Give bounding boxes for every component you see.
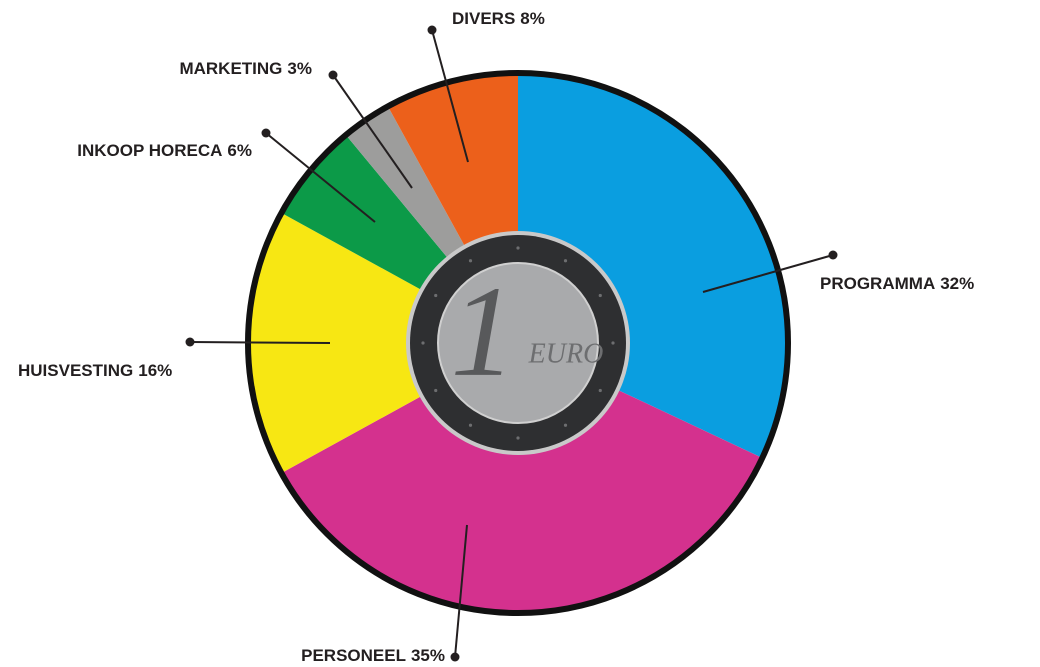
category-name: INKOOP HORECA: [77, 141, 222, 160]
coin-dot: [563, 423, 568, 427]
slice: [388, 75, 518, 247]
coin-dot: [421, 341, 425, 345]
coin-dot: [598, 293, 602, 298]
leader-line: [332, 74, 413, 189]
category-name: PERSONEEL: [301, 646, 406, 665]
slices: [250, 75, 786, 611]
leader-line: [431, 29, 469, 163]
leader-dot: [328, 70, 338, 80]
coin-dot: [434, 293, 438, 298]
leader-dot: [450, 652, 460, 662]
slice-label: DIVERS 8%: [452, 9, 545, 28]
coin-dot: [434, 388, 438, 393]
coin-dot: [516, 246, 520, 250]
leader-line: [702, 254, 834, 293]
value-label: 3%: [287, 59, 312, 78]
coin-unit: EURO: [528, 338, 604, 369]
coin-numeral: 1: [451, 260, 516, 404]
leader-line: [454, 524, 468, 658]
coin-dot: [611, 341, 615, 345]
slice: [347, 108, 466, 259]
slice-label: MARKETING 3%: [179, 59, 312, 78]
category-name: PROGRAMMA: [820, 274, 935, 293]
coin-dots: [421, 246, 615, 440]
category-name: DIVERS: [452, 9, 515, 28]
leader-line: [265, 132, 376, 223]
leader-dot: [261, 128, 271, 138]
slice: [518, 75, 786, 458]
slice: [283, 389, 761, 611]
value-label: 16%: [138, 361, 172, 380]
slice: [250, 213, 422, 473]
labels: PROGRAMMA 32%PERSONEEL 35%HUISVESTING 16%IN…: [18, 9, 974, 665]
slice-label: PERSONEEL 35%: [301, 646, 445, 665]
category-name: HUISVESTING: [18, 361, 133, 380]
coin: 1 EURO: [406, 231, 630, 455]
slice-label: PROGRAMMA 32%: [820, 274, 974, 293]
value-label: 32%: [940, 274, 974, 293]
coin-dot: [563, 259, 568, 263]
category-name: MARKETING: [179, 59, 282, 78]
coin-dot: [468, 259, 473, 263]
value-label: 8%: [520, 9, 545, 28]
coin-dot: [598, 388, 602, 393]
leader-dot: [185, 337, 195, 347]
leader-dot: [427, 25, 437, 35]
slice-label: INKOOP HORECA 6%: [77, 141, 252, 160]
coin-dot: [516, 436, 520, 440]
leader-dot: [828, 250, 838, 260]
slice-label: HUISVESTING 16%: [18, 361, 172, 380]
coin-core: [437, 262, 599, 424]
coin-dot: [468, 423, 473, 427]
leader-line: [189, 341, 331, 344]
value-label: 35%: [411, 646, 445, 665]
value-label: 6%: [227, 141, 252, 160]
